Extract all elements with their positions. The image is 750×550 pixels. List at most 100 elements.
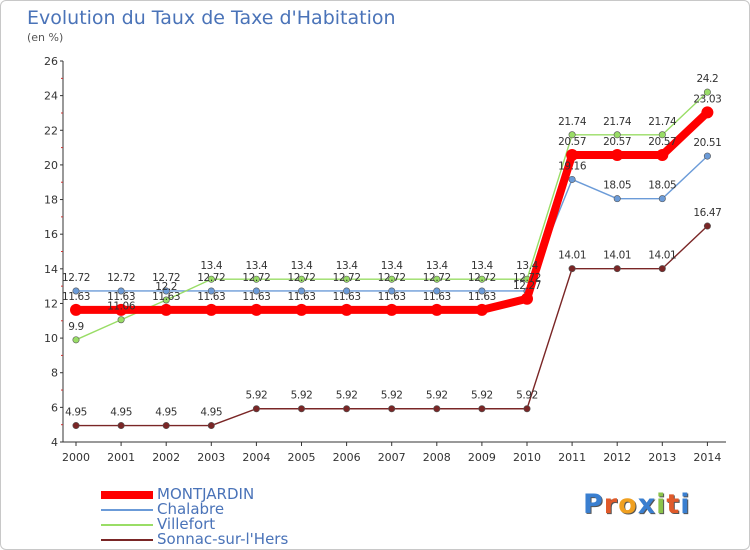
data-point <box>70 303 82 316</box>
data-point <box>343 405 351 413</box>
data-point <box>117 287 125 295</box>
data-label: 23.03 <box>693 93 721 105</box>
data-point <box>478 405 486 413</box>
data-label: 5.92 <box>291 390 313 402</box>
data-point <box>162 296 170 304</box>
data-point <box>611 149 624 162</box>
data-label: 12.72 <box>423 272 451 284</box>
legend-label: Sonnac-sur-l'Hers <box>157 530 289 548</box>
data-point <box>388 275 396 283</box>
data-label: 11.63 <box>242 291 270 303</box>
data-point <box>162 422 170 430</box>
chart-subtitle: (en %) <box>27 31 64 44</box>
data-label: 14.01 <box>648 250 676 262</box>
legend-label: Chalabre <box>157 500 225 518</box>
data-label: 13.4 <box>471 260 493 272</box>
data-label: 12.27 <box>513 280 541 292</box>
data-label: 20.57 <box>558 136 586 148</box>
data-label: 13.4 <box>200 260 222 272</box>
y-tick-label: 26 <box>44 55 58 68</box>
data-label: 20.51 <box>693 137 721 149</box>
data-point <box>117 316 125 324</box>
y-tick-label: 24 <box>44 90 58 103</box>
data-point <box>160 303 173 316</box>
data-point <box>613 195 621 203</box>
y-tick-label: 12 <box>44 297 58 310</box>
data-point <box>658 195 666 203</box>
data-point <box>568 175 576 183</box>
data-label: 20.57 <box>648 136 676 148</box>
data-label: 11.63 <box>152 291 180 303</box>
data-label: 13.4 <box>291 260 313 272</box>
data-label: 19.16 <box>558 160 587 172</box>
data-point <box>568 265 576 273</box>
proxiti-logo: Proxiti <box>583 489 691 520</box>
data-point <box>117 422 125 430</box>
data-point <box>252 287 260 295</box>
data-label: 20.57 <box>603 136 631 148</box>
data-point <box>703 222 711 230</box>
data-point <box>433 405 441 413</box>
data-label: 13.4 <box>381 260 403 272</box>
chart-title: Evolution du Taux de Taxe d'Habitation <box>27 7 396 29</box>
data-point <box>252 275 260 283</box>
logo-letter: r <box>603 489 619 520</box>
y-tick-label: 16 <box>44 228 58 241</box>
logo-letter: x <box>637 489 657 520</box>
data-label: 18.05 <box>603 180 631 192</box>
y-tick-label: 22 <box>44 124 58 137</box>
data-label: 5.92 <box>471 390 493 402</box>
data-point <box>701 106 714 119</box>
data-point <box>475 303 488 316</box>
x-tick-label: 2004 <box>242 451 270 464</box>
data-label: 21.74 <box>603 116 632 128</box>
x-tick-label: 2001 <box>107 451 135 464</box>
y-tick-label: 8 <box>51 367 58 380</box>
data-point <box>297 405 305 413</box>
data-point <box>162 287 170 295</box>
data-point <box>250 303 263 316</box>
data-point <box>72 287 80 295</box>
data-label: 14.01 <box>603 250 631 262</box>
legend-swatch <box>101 524 153 526</box>
data-point <box>295 303 308 316</box>
data-point <box>343 275 351 283</box>
data-label: 12.72 <box>152 272 180 284</box>
data-point <box>478 287 486 295</box>
data-label: 11.63 <box>468 291 496 303</box>
data-label: 5.92 <box>336 390 358 402</box>
data-point <box>568 131 576 139</box>
data-label: 9.9 <box>68 321 84 333</box>
data-label: 21.74 <box>558 116 587 128</box>
data-label: 12.72 <box>107 272 135 284</box>
data-point <box>658 265 666 273</box>
y-tick-label: 20 <box>44 159 58 172</box>
data-point <box>252 405 260 413</box>
data-label: 11.63 <box>287 291 315 303</box>
data-label: 12.72 <box>287 272 315 284</box>
logo-letter: i <box>680 489 691 520</box>
x-tick-label: 2009 <box>468 451 496 464</box>
data-label: 11.63 <box>333 291 361 303</box>
data-point <box>340 303 353 316</box>
data-point <box>703 88 711 96</box>
legend-label: MONTJARDIN <box>157 485 255 503</box>
data-label: 12.2 <box>155 281 177 293</box>
y-tick-label: 4 <box>51 436 58 449</box>
data-point <box>566 149 579 162</box>
data-label: 11.63 <box>107 291 135 303</box>
logo-letter: o <box>618 489 638 520</box>
x-tick-label: 2006 <box>333 451 361 464</box>
data-label: 14.01 <box>558 250 586 262</box>
data-point <box>385 303 398 316</box>
x-tick-label: 2002 <box>152 451 180 464</box>
data-label: 12.72 <box>197 272 225 284</box>
data-label: 11.63 <box>423 291 451 303</box>
data-label: 11.63 <box>62 291 90 303</box>
data-label: 5.92 <box>426 390 448 402</box>
data-label: 4.95 <box>65 407 87 419</box>
data-label: 12.72 <box>378 272 406 284</box>
data-label: 12.72 <box>468 272 496 284</box>
data-point <box>388 287 396 295</box>
data-label: 16.47 <box>693 207 721 219</box>
